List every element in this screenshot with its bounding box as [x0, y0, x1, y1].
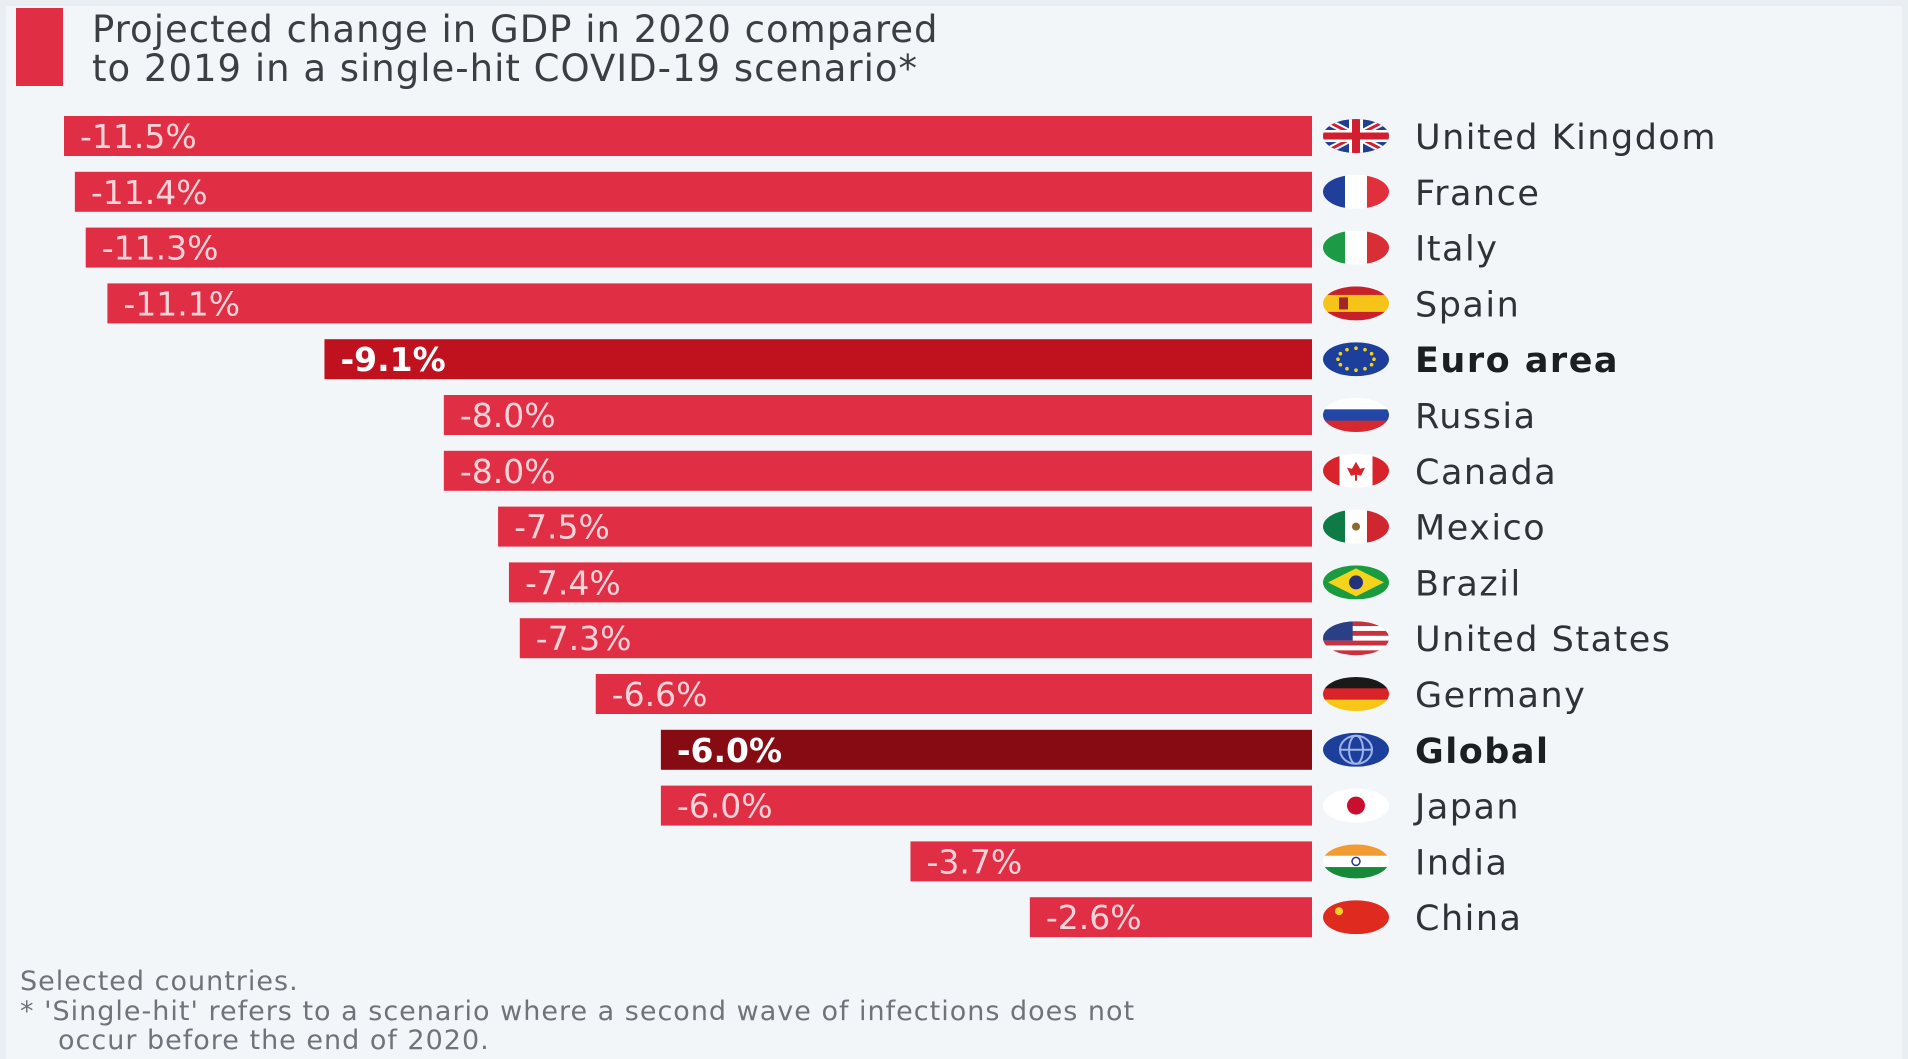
country-label-japan: Japan	[1413, 788, 1520, 828]
bar-value-label: -11.5%	[80, 117, 197, 156]
country-label-spain: Spain	[1415, 285, 1520, 325]
eu-flag-icon	[1323, 342, 1389, 377]
country-label-mexico: Mexico	[1415, 509, 1546, 549]
usa-flag-icon	[1323, 621, 1389, 656]
brazil-flag-icon	[1323, 565, 1389, 600]
country-label-italy: Italy	[1415, 230, 1498, 270]
bar-value-label: -11.1%	[123, 284, 240, 323]
uk-flag-icon	[1323, 119, 1389, 153]
country-label-canada: Canada	[1415, 453, 1557, 493]
bar-global	[660, 729, 1312, 770]
bar-italy	[85, 227, 1312, 268]
country-label-euro-area: Euro area	[1415, 341, 1619, 381]
country-label-global: Global	[1415, 732, 1549, 772]
bar-canada	[443, 450, 1313, 491]
bar-mexico	[498, 506, 1313, 547]
spain-flag-icon	[1323, 286, 1389, 321]
bar-value-label: -8.0%	[460, 452, 556, 491]
bar-value-label: -9.1%	[340, 340, 445, 379]
note-selected-countries: Selected countries.	[20, 966, 299, 997]
title-accent-bar	[16, 8, 63, 86]
country-label-united-states: United States	[1415, 620, 1672, 660]
country-label-india: India	[1415, 843, 1508, 883]
bar-brazil	[508, 562, 1313, 603]
country-label-russia: Russia	[1415, 397, 1537, 437]
france-flag-icon	[1323, 174, 1389, 209]
note-single-hit-definition-continued: occur before the end of 2020.	[58, 1025, 490, 1056]
india-flag-icon	[1323, 844, 1389, 879]
russia-flag-icon	[1323, 398, 1389, 432]
country-label-germany: Germany	[1415, 676, 1586, 716]
canada-flag-icon	[1323, 453, 1389, 488]
japan-flag-icon	[1323, 788, 1389, 823]
chart-title: Projected change in GDP in 2020 compared…	[92, 8, 939, 90]
bar-united-states	[519, 618, 1312, 659]
bar-united-kingdom	[64, 116, 1312, 156]
china-flag-icon	[1323, 900, 1389, 935]
bar-value-label: -3.7%	[926, 842, 1022, 881]
bar-value-label: -6.6%	[612, 675, 708, 714]
bar-value-label: -7.5%	[514, 508, 610, 547]
country-label-france: France	[1415, 174, 1540, 214]
italy-flag-icon	[1323, 230, 1389, 265]
bar-spain	[107, 283, 1313, 324]
bar-germany	[595, 674, 1312, 714]
country-label-china: China	[1415, 899, 1522, 939]
germany-flag-icon	[1323, 677, 1389, 711]
bar-russia	[443, 395, 1313, 435]
bar-euro-area	[324, 339, 1313, 380]
bar-value-label: -6.0%	[677, 787, 773, 826]
country-label-united-kingdom: United Kingdom	[1415, 118, 1717, 158]
mexico-flag-icon	[1323, 509, 1389, 544]
note-single-hit-definition: * 'Single-hit' refers to a scenario wher…	[20, 996, 1136, 1027]
bar-value-label: -7.4%	[525, 563, 621, 602]
bar-france	[74, 171, 1312, 212]
bar-value-label: -2.6%	[1046, 898, 1142, 937]
bar-japan	[660, 785, 1312, 826]
bar-value-label: -11.4%	[91, 173, 208, 212]
bar-value-label: -8.0%	[460, 396, 556, 435]
country-label-brazil: Brazil	[1415, 564, 1522, 604]
bar-value-label: -11.3%	[102, 229, 219, 268]
globe-icon	[1323, 732, 1389, 767]
bar-china	[1029, 897, 1312, 938]
bar-india	[910, 841, 1312, 882]
bar-value-label: -7.3%	[536, 619, 632, 658]
bar-value-label: -6.0%	[677, 731, 782, 770]
